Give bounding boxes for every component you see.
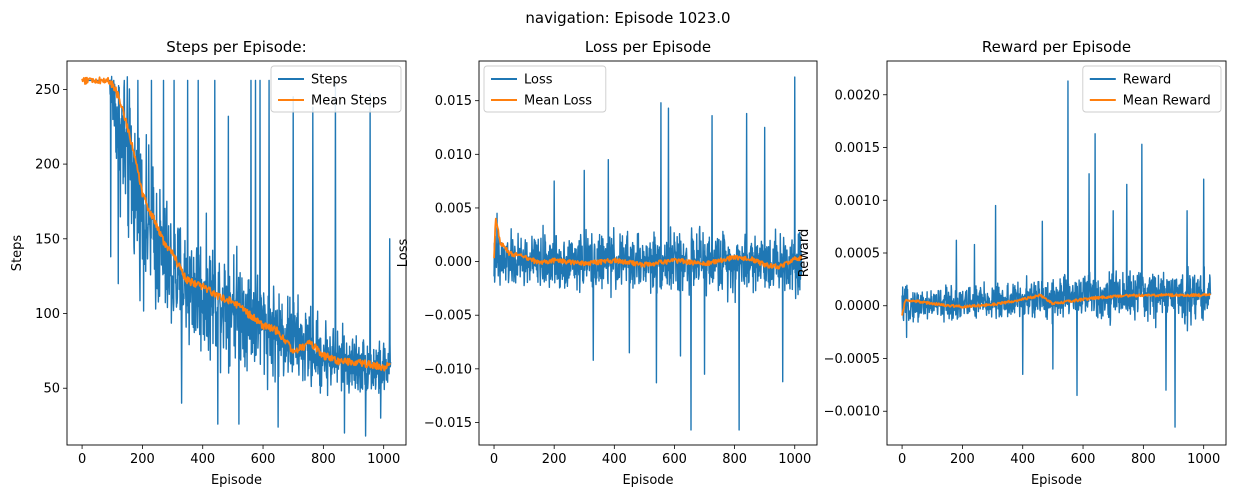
legend-entry: Mean Loss (524, 94, 592, 109)
y-tick-label: 0.010 (435, 148, 472, 163)
series-line-raw (81, 75, 392, 437)
y-axis-label: Steps (10, 235, 25, 272)
y-tick-label: 50 (43, 382, 60, 397)
subplot-title: Loss per Episode (585, 38, 711, 56)
x-tick-label: 800 (1131, 452, 1156, 467)
axes-frame (66, 60, 407, 446)
x-tick-label: 0 (490, 452, 498, 467)
y-tick-label: 0.0005 (835, 247, 881, 262)
y-tick-label: −0.0010 (824, 405, 880, 420)
y-tick-label: 0.015 (435, 94, 472, 109)
y-tick-label: −0.0005 (824, 352, 880, 367)
x-tick-label: 1000 (367, 452, 400, 467)
y-tick-label: −0.005 (424, 309, 472, 324)
legend-entry: Reward (1123, 73, 1171, 88)
y-tick-label: 250 (35, 83, 60, 98)
y-tick-label: 0.0020 (835, 88, 881, 103)
x-tick-label: 200 (542, 452, 567, 467)
x-tick-label: 200 (130, 452, 155, 467)
x-tick-label: 600 (662, 452, 687, 467)
y-tick-label: −0.015 (424, 416, 472, 431)
x-tick-label: 400 (1010, 452, 1035, 467)
y-tick-label: 0.0010 (835, 194, 881, 209)
x-tick-label: 400 (602, 452, 627, 467)
y-axis-label: Reward (797, 229, 812, 277)
y-tick-label: 150 (35, 232, 60, 247)
legend-entry: Loss (524, 73, 553, 88)
series-line-raw (493, 76, 803, 431)
x-tick-label: 600 (1071, 452, 1096, 467)
legend-entry: Mean Steps (311, 94, 387, 109)
x-tick-label: 1000 (778, 452, 811, 467)
x-tick-label: 200 (950, 452, 975, 467)
figure-suptitle: navigation: Episode 1023.0 (525, 9, 730, 27)
y-tick-label: 0.000 (435, 255, 472, 270)
subplot-title: Reward per Episode (982, 38, 1131, 56)
x-tick-label: 600 (251, 452, 276, 467)
loss-subplot: Loss per Episode 0 200 400 600 800 1000 −0.015 −… (396, 38, 818, 488)
y-tick-label: 0.0015 (835, 141, 881, 156)
y-tick-label: 0.005 (435, 201, 472, 216)
reward-subplot: Reward per Episode 0 200 400 600 800 1000 −0.00… (797, 38, 1227, 488)
x-axis-label: Episode (211, 473, 262, 488)
subplot-title: Steps per Episode: (166, 38, 306, 56)
y-tick-label: 0.0000 (835, 299, 881, 314)
x-axis-label: Episode (1031, 473, 1082, 488)
y-tick-label: −0.010 (424, 362, 472, 377)
x-tick-label: 1000 (1187, 452, 1220, 467)
x-tick-label: 0 (898, 452, 906, 467)
steps-subplot: Steps per Episode: 0 200 400 600 800 1000 50 100… (10, 38, 407, 488)
series-line-raw (901, 80, 1212, 428)
legend: Reward Mean Reward (1082, 65, 1222, 113)
y-tick-label: 200 (35, 158, 60, 173)
legend-box (1082, 65, 1222, 113)
x-tick-label: 800 (311, 452, 336, 467)
series-line-mean (81, 76, 392, 372)
legend: Steps Mean Steps (270, 65, 402, 113)
x-tick-label: 800 (722, 452, 747, 467)
series-line-mean (493, 217, 803, 270)
axes-frame (478, 60, 818, 446)
x-axis-label: Episode (622, 473, 673, 488)
legend: Loss Mean Loss (483, 65, 607, 113)
series-line-mean (901, 293, 1212, 316)
y-tick-label: 100 (35, 307, 60, 322)
legend-entry: Steps (311, 73, 348, 88)
legend-entry: Mean Reward (1123, 94, 1211, 109)
x-tick-label: 400 (190, 452, 215, 467)
x-tick-label: 0 (78, 452, 86, 467)
y-axis-label: Loss (396, 239, 411, 268)
